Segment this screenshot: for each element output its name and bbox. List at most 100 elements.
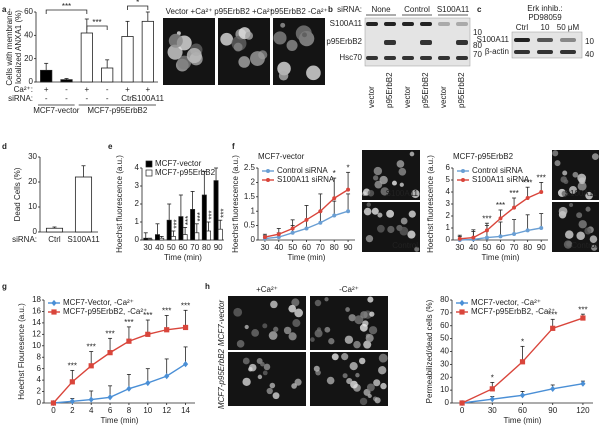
cell bbox=[324, 297, 329, 302]
cell bbox=[400, 217, 408, 225]
legend-marker bbox=[266, 178, 270, 182]
cell bbox=[288, 332, 297, 341]
mw-marker: 40 bbox=[585, 50, 594, 59]
y-tick-label: 1 bbox=[135, 217, 140, 226]
band bbox=[560, 50, 576, 54]
y-tick-label: 16 bbox=[32, 307, 41, 316]
cell bbox=[379, 175, 388, 185]
bar bbox=[166, 219, 172, 241]
y-axis-label: Dead Cells (%) bbox=[13, 167, 22, 221]
marker bbox=[290, 226, 295, 231]
marker bbox=[69, 379, 75, 385]
legend-swatch bbox=[145, 169, 153, 177]
cell bbox=[373, 166, 383, 176]
legend-label: MCF7-p95ErbB2 bbox=[155, 168, 216, 177]
y-tick-label: 30 bbox=[440, 359, 449, 368]
cell bbox=[331, 353, 339, 361]
marker bbox=[88, 396, 94, 403]
cell bbox=[280, 22, 286, 28]
marker bbox=[550, 325, 556, 331]
bar bbox=[141, 20, 154, 83]
significance-label: *** bbox=[509, 189, 518, 198]
cell bbox=[349, 361, 358, 371]
x-tick-label: 0 bbox=[460, 406, 465, 415]
cell bbox=[359, 323, 368, 332]
band-label: S100A11 bbox=[477, 35, 510, 44]
band bbox=[438, 56, 450, 60]
micrograph-label: S100A11 bbox=[386, 189, 419, 198]
cell bbox=[177, 55, 192, 70]
band-label: S100A11 bbox=[330, 19, 363, 28]
micrograph-label: S100A11 bbox=[565, 189, 598, 198]
cell bbox=[273, 31, 287, 45]
y-tick-label: 8 bbox=[37, 352, 42, 361]
significance-label: *** bbox=[162, 307, 171, 316]
significance-label: *** bbox=[523, 178, 532, 187]
cell bbox=[368, 326, 378, 335]
cell bbox=[245, 31, 254, 40]
significance-label: *** bbox=[196, 212, 205, 221]
series-line bbox=[52, 326, 186, 404]
y-tick-label: 1.5 bbox=[244, 192, 256, 201]
marker bbox=[262, 235, 267, 240]
legend-marker bbox=[51, 299, 57, 307]
cell bbox=[591, 244, 598, 251]
significance-label: *** bbox=[537, 174, 546, 183]
legend-label: Control siRNA bbox=[277, 166, 328, 175]
y-tick-label: 6 bbox=[446, 163, 451, 172]
marker bbox=[580, 315, 586, 321]
cell bbox=[378, 353, 388, 363]
marker bbox=[318, 209, 323, 214]
column-label: -Ca²⁺ bbox=[339, 285, 359, 294]
bar bbox=[190, 209, 196, 241]
cell bbox=[220, 32, 234, 46]
y-tick-label: 30 bbox=[28, 152, 37, 161]
bar bbox=[159, 237, 165, 241]
cell bbox=[186, 47, 202, 64]
cell bbox=[313, 365, 320, 372]
row-value: S100A11 bbox=[132, 94, 165, 103]
row-label: Ca²⁺: bbox=[14, 85, 33, 94]
cell bbox=[355, 372, 360, 378]
x-tick-label: 120 bbox=[576, 406, 590, 415]
legend-label: MCF7-Vector, -Ca²⁺ bbox=[63, 298, 134, 307]
cell bbox=[565, 230, 574, 239]
y-tick-label: 4 bbox=[446, 187, 451, 196]
cell bbox=[167, 44, 183, 60]
cell bbox=[277, 61, 291, 76]
marker bbox=[276, 232, 281, 237]
cell bbox=[291, 298, 300, 307]
significance-label: *** bbox=[208, 210, 217, 219]
cell bbox=[569, 186, 577, 194]
cell bbox=[250, 51, 265, 66]
micrograph-label: Control bbox=[571, 241, 597, 250]
row-value: - bbox=[106, 85, 109, 94]
mw-marker: 80 bbox=[473, 41, 482, 50]
row-value: - bbox=[65, 85, 68, 94]
marker bbox=[164, 373, 170, 380]
band bbox=[456, 40, 468, 45]
cell bbox=[563, 240, 573, 249]
significance-label: *** bbox=[482, 214, 491, 223]
cell bbox=[242, 357, 250, 365]
cell bbox=[358, 357, 366, 365]
band-label: p95ErbB2 bbox=[326, 37, 362, 46]
cell bbox=[257, 374, 263, 380]
x-tick-label: 50 bbox=[167, 243, 176, 252]
group-label: MCF7-p95ErbB2 bbox=[87, 106, 148, 115]
x-tick-label: 80 bbox=[202, 243, 211, 252]
legend-label: Control siRNA bbox=[472, 166, 523, 175]
micrograph-label: p95ErbB2 -Ca²⁺ bbox=[270, 7, 328, 16]
cell bbox=[378, 366, 387, 375]
significance-bracket bbox=[86, 25, 108, 30]
cell bbox=[562, 170, 568, 176]
x-axis-label: Time (min) bbox=[288, 253, 326, 262]
cell bbox=[268, 331, 278, 340]
x-tick-label: 0 bbox=[51, 406, 56, 415]
cell bbox=[314, 299, 322, 307]
lane-label: vector bbox=[439, 86, 448, 108]
cell bbox=[342, 373, 348, 379]
group-label: MCF7-vector bbox=[33, 106, 80, 115]
x-tick-label: 14 bbox=[181, 406, 190, 415]
y-axis-label: Cells with membrane- bbox=[5, 8, 14, 86]
